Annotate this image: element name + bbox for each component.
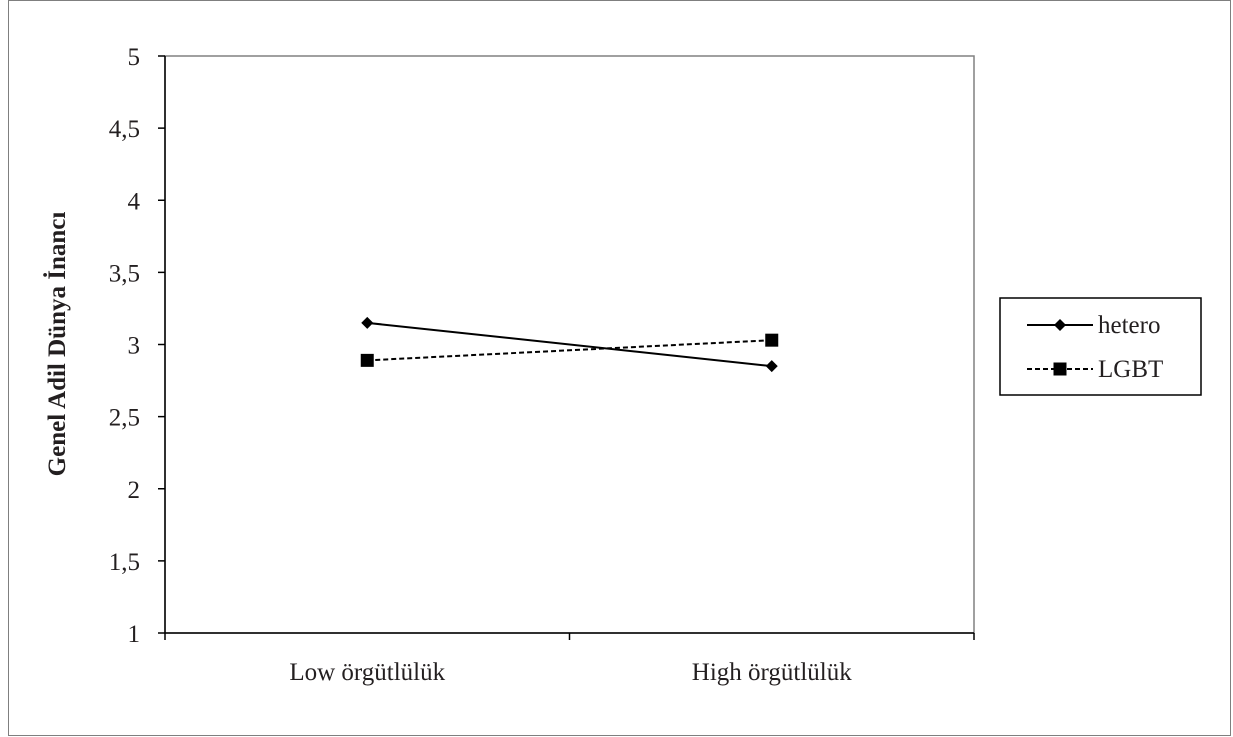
y-tick-label: 5 <box>128 44 141 71</box>
y-tick-label: 1,5 <box>109 549 140 576</box>
series-line <box>367 321 772 368</box>
x-axis-ticks: Low örgütlülük High örgütlülük <box>164 633 975 686</box>
y-tick-label: 3 <box>128 333 141 360</box>
data-point-square <box>765 333 779 347</box>
data-point-square <box>360 353 374 367</box>
y-tick-label: 1 <box>128 621 141 648</box>
y-tick-label: 4,5 <box>109 116 140 143</box>
data-point-diamond <box>361 316 374 329</box>
y-tick-label: 2 <box>128 477 141 504</box>
data-point-square <box>1053 362 1067 376</box>
legend-items: hetero LGBT <box>1027 312 1163 383</box>
x-tick-label: High örgütlülük <box>692 659 852 686</box>
y-axis-ticks: 1 1,5 2 2,5 3 3,5 4 4,5 5 <box>109 44 165 648</box>
y-axis-title: Genel Adil Dünya İnancı <box>43 212 71 477</box>
y-tick-label: 3,5 <box>109 260 140 287</box>
y-tick-label: 4 <box>128 188 141 215</box>
data-point-diamond <box>765 360 778 373</box>
series-line <box>367 339 772 362</box>
series-lgbt <box>360 333 779 367</box>
series-hetero <box>361 316 778 373</box>
legend: hetero LGBT <box>999 297 1202 396</box>
series-layer <box>360 316 779 373</box>
legend-box <box>999 297 1202 396</box>
y-tick-label: 2,5 <box>109 405 140 432</box>
x-tick-label: Low örgütlülük <box>289 659 445 686</box>
legend-label: LGBT <box>1098 356 1163 383</box>
legend-label: hetero <box>1098 312 1160 339</box>
data-point-diamond <box>1054 319 1066 331</box>
